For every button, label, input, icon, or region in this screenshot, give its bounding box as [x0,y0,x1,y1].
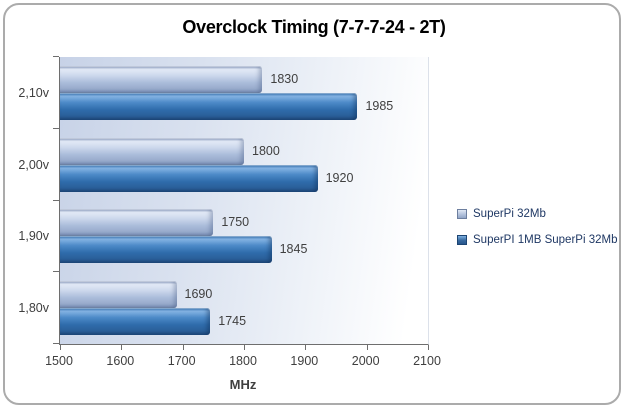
bar-track: 1830 [60,65,428,93]
legend-label: SuperPi 32Mb [473,208,546,220]
bar-track: 1985 [60,92,428,120]
y-axis-tick [53,343,59,344]
x-axis-labels: 1500 1600 1700 1800 1900 2000 2100 [45,354,441,370]
x-axis-tick [121,345,123,350]
x-tick-label: 2000 [351,354,380,368]
bar-track: 1745 [60,308,428,336]
chart-frame: Overclock Timing (7-7-7-24 - 2T) 2,10v 2,… [3,3,621,405]
x-axis-title: MHz [229,377,257,392]
chart-row: 1690 1745 [60,272,428,344]
x-axis-tick [244,345,245,350]
y-axis-tick [53,127,59,129]
bar-value-label: 1985 [365,98,394,113]
bar-series2 [60,164,318,192]
bar-value-label: 1845 [279,242,308,257]
bar-value-label: 1690 [184,287,213,302]
x-tick-label: 1800 [229,354,257,368]
x-tick-label: 2100 [413,354,441,368]
bar-value-label: 1830 [270,71,299,86]
bar-series1 [60,209,214,237]
bar-series1 [60,281,177,309]
legend: SuperPi 32Mb SuperPI 1MB SuperPi 32Mb [457,208,617,246]
y-axis-tick [53,56,59,57]
bar-value-label: 1800 [252,143,280,158]
chart-title: Overclock Timing (7-7-7-24 - 2T) [182,17,446,37]
chart-row: 1750 1845 [60,201,428,273]
y-axis-tick [53,271,59,273]
plot-area: 1830 1985 1800 1920 1750 1845 1690 1745 [53,56,429,350]
bar-track: 1800 [60,137,428,165]
y-tick-label: 1,90v [18,229,49,244]
bar-value-label: 1750 [221,215,250,230]
x-tick-label: 1700 [167,354,196,368]
legend-label: SuperPI 1MB SuperPi 32Mb [473,234,618,246]
x-axis-tick [182,345,184,350]
bar-track: 1920 [60,164,428,192]
bar-value-label: 1920 [325,170,354,185]
legend-marker-series2-icon [457,235,467,245]
legend-marker-series1-icon [457,209,467,219]
x-axis-tick [428,345,429,350]
y-tick-label: 2,10v [18,85,49,100]
bar-value-label: 1745 [218,314,247,329]
bar-track: 1690 [60,281,428,309]
y-axis-labels: 2,10v 2,00v 1,90v 1,80v [9,57,53,344]
y-tick-label: 1,80v [18,301,49,316]
bar-track: 1845 [60,236,428,264]
x-tick-label: 1500 [45,354,73,368]
x-axis-tick [366,345,368,350]
y-axis-tick [53,199,59,201]
bar-series2 [60,92,358,120]
x-tick-label: 1600 [106,354,135,368]
x-tick-label: 1900 [290,354,319,368]
bar-series2 [60,308,211,336]
legend-item: SuperPi 32Mb [457,208,617,220]
y-tick-label: 2,00v [18,157,49,172]
chart-row: 1830 1985 [60,57,428,129]
bar-track: 1750 [60,209,428,237]
x-axis-tick [305,345,307,350]
bar-series1 [60,65,263,93]
legend-item: SuperPI 1MB SuperPi 32Mb [457,234,617,246]
bar-series1 [60,137,244,165]
chart-row: 1800 1920 [60,129,428,201]
bar-series2 [60,236,272,264]
x-axis-tick [60,345,61,350]
